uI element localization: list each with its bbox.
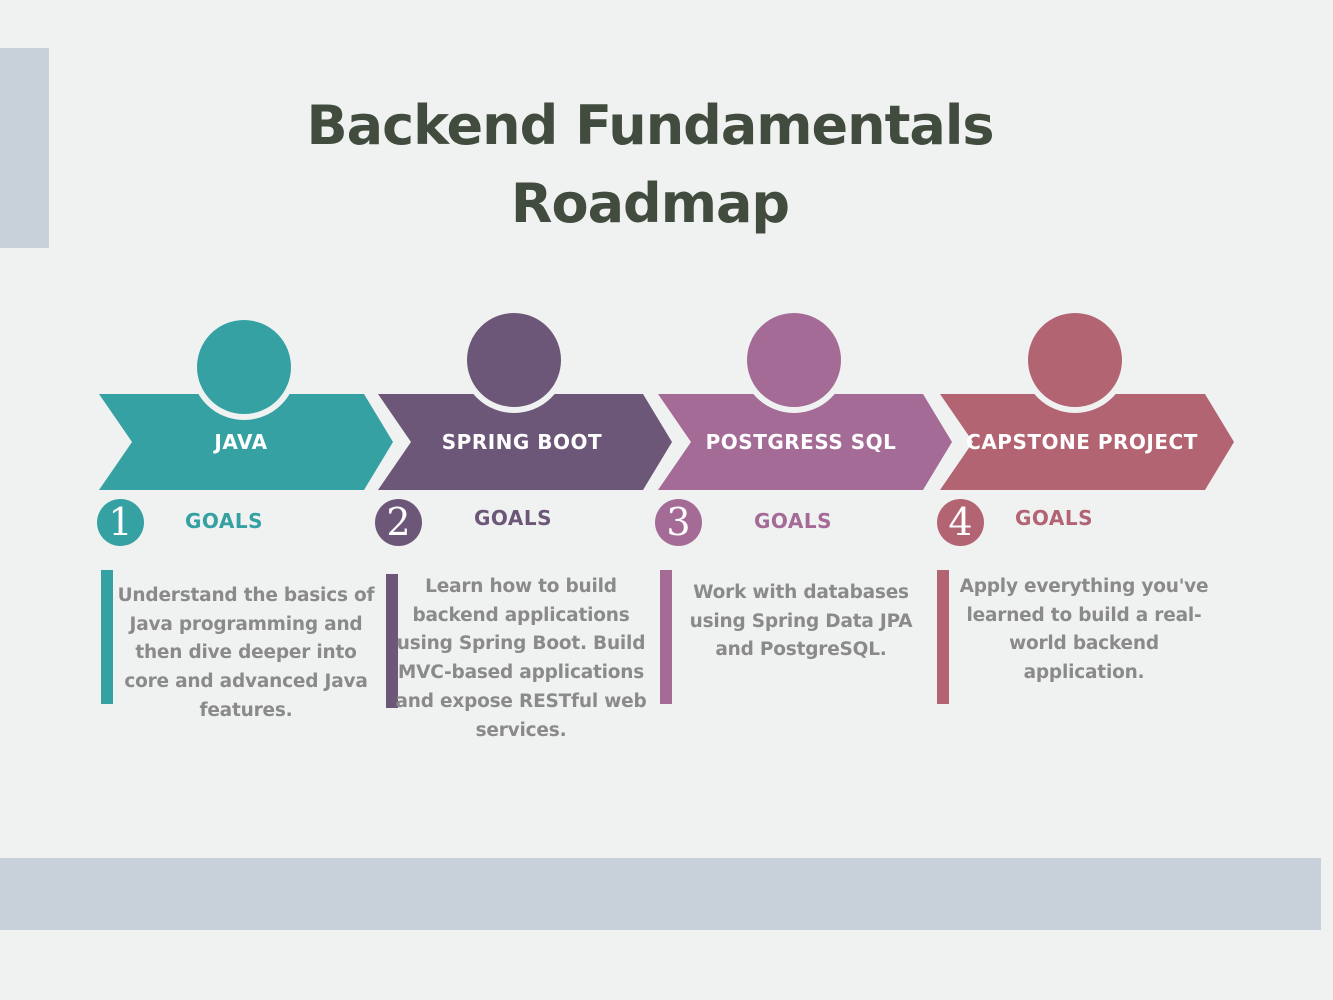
- stage-1-circle: [191, 314, 297, 420]
- stage-2-circle: [461, 307, 567, 413]
- stage-1-accent-bar: [101, 570, 113, 704]
- stage-3-circle: [741, 307, 847, 413]
- stage-1-goals-heading: GOALS: [185, 509, 264, 533]
- stage-3-description: Work with databases using Spring Data JP…: [689, 582, 913, 661]
- stage-1-description: Understand the basics of Java programmin…: [117, 585, 375, 721]
- stage-4-accent-bar: [937, 570, 949, 704]
- decorative-side-block: [0, 48, 49, 248]
- stage-2-number-badge: 2: [375, 499, 422, 546]
- stage-4-number-badge: 4: [937, 499, 984, 546]
- stage-3-accent-bar: [660, 570, 672, 704]
- stage-4-description: Apply everything you've learned to build…: [959, 576, 1209, 684]
- stage-4-circle: [1022, 307, 1128, 413]
- stage-2-accent-bar: [386, 574, 398, 708]
- stage-4-chevron: [940, 394, 1234, 490]
- decorative-footer-band: [0, 858, 1321, 930]
- stage-1-label: JAVA: [214, 430, 268, 454]
- stage-3-number-badge: 3: [655, 499, 702, 546]
- page-title-line-1: Backend Fundamentals: [306, 94, 994, 157]
- stage-1-number-badge: 1: [97, 499, 144, 546]
- stage-2-chevron: [378, 394, 672, 490]
- page-title-line-2: Roadmap: [510, 172, 790, 235]
- stage-2-description: Learn how to build backend applications …: [395, 576, 647, 741]
- stage-4-goals-heading: GOALS: [1015, 506, 1094, 530]
- stage-2-label: SPRING BOOT: [441, 430, 603, 454]
- stage-4-label: CAPSTONE PROJECT: [966, 430, 1198, 454]
- stage-3-label: POSTGRESS SQL: [705, 430, 897, 454]
- stage-3-chevron: [658, 394, 952, 490]
- stage-3-goals-heading: GOALS: [754, 509, 833, 533]
- stage-2-goals-heading: GOALS: [474, 506, 553, 530]
- stage-1-chevron: [99, 394, 393, 490]
